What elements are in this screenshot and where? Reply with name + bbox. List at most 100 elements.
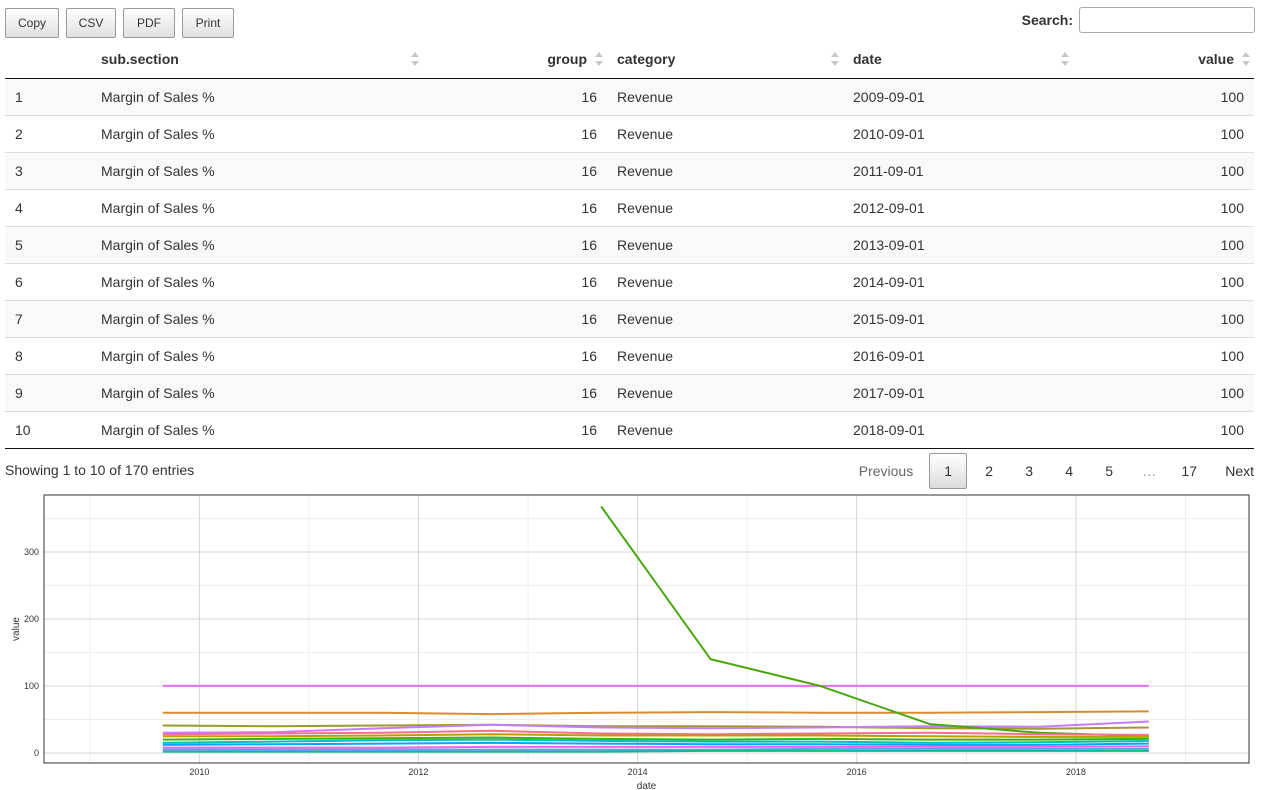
- pdf-button[interactable]: PDF: [123, 8, 175, 38]
- search-input[interactable]: [1079, 7, 1255, 33]
- data-table: sub.section group category date value 1 M…: [5, 41, 1254, 449]
- series-line: [162, 749, 1149, 753]
- cell-category: Revenue: [607, 373, 843, 411]
- cell-date: 2017-09-01: [843, 373, 1073, 411]
- x-tick-label: 2018: [1066, 767, 1086, 777]
- cell-date: 2010-09-01: [843, 114, 1073, 152]
- pagination: Previous 1 2 3 4 5 … 17 Next: [853, 453, 1254, 489]
- cell-date: 2015-09-01: [843, 299, 1073, 337]
- cell-index: 4: [5, 188, 91, 226]
- cell-group: 16: [581, 88, 597, 105]
- cell-group: 16: [423, 151, 607, 189]
- series-line: [162, 747, 1149, 751]
- cell-group: 16: [423, 114, 607, 152]
- cell-sub-section: Margin of Sales %: [91, 299, 423, 337]
- table-row[interactable]: 9 Margin of Sales % 16 Revenue 2017-09-01 100: [5, 373, 1254, 411]
- cell-index: 10: [5, 410, 91, 449]
- chart-svg: 0 100 200 300 2010 2012 2014 2016 2018 date value: [11, 494, 1250, 790]
- cell-value: 100: [1073, 114, 1254, 152]
- column-header-index[interactable]: [5, 41, 91, 79]
- page-button-17[interactable]: 17: [1181, 463, 1197, 479]
- cell-index: 2: [5, 114, 91, 152]
- cell-date: 2011-09-01: [843, 151, 1073, 189]
- cell-sub-section: Margin of Sales %: [91, 151, 423, 189]
- cell-group: 16: [423, 188, 607, 226]
- page-button-1[interactable]: 1: [929, 453, 968, 489]
- cell-sub-section: Margin of Sales %: [101, 88, 215, 105]
- column-header-sub-section[interactable]: sub.section: [91, 41, 423, 79]
- search-label: Search:: [1021, 12, 1073, 28]
- page-button-4[interactable]: 4: [1065, 463, 1074, 479]
- series-line: [162, 720, 1149, 734]
- cell-index: 9: [5, 373, 91, 411]
- cell-sub-section: Margin of Sales %: [91, 114, 423, 152]
- cell-date: 2009-09-01: [853, 88, 925, 105]
- page-button-5[interactable]: 5: [1105, 463, 1114, 479]
- x-tick-label: 2010: [189, 767, 209, 777]
- cell-group: 16: [423, 336, 607, 374]
- column-header-date[interactable]: date: [843, 41, 1073, 79]
- x-tick-label: 2014: [628, 767, 648, 777]
- cell-value: 100: [1073, 336, 1254, 374]
- column-header-label: category: [617, 51, 676, 68]
- series-line: [162, 729, 1149, 736]
- csv-button[interactable]: CSV: [66, 8, 116, 38]
- print-button[interactable]: Print: [182, 8, 234, 38]
- plot-background: [44, 495, 1249, 763]
- pagination-ellipsis: …: [1142, 463, 1157, 479]
- table-row[interactable]: 10 Margin of Sales % 16 Revenue 2018-09-01 10…: [5, 410, 1254, 449]
- column-header-label: value: [1198, 51, 1234, 68]
- table-row[interactable]: 5 Margin of Sales % 16 Revenue 2013-09-01 100: [5, 225, 1254, 263]
- page-button-3[interactable]: 3: [1025, 463, 1034, 479]
- page-button-2[interactable]: 2: [985, 463, 994, 479]
- table-row[interactable]: 7 Margin of Sales % 16 Revenue 2015-09-01 100: [5, 299, 1254, 337]
- export-toolbar: Copy CSV PDF Print: [5, 8, 234, 38]
- y-tick-label: 100: [24, 681, 39, 691]
- table-row[interactable]: 3 Margin of Sales % 16 Revenue 2011-09-01 100: [5, 151, 1254, 189]
- sort-icon: [595, 52, 603, 66]
- x-tick-label: 2012: [408, 767, 428, 777]
- cell-value: 100: [1073, 410, 1254, 449]
- cell-group: 16: [423, 373, 607, 411]
- series-line: [162, 733, 1149, 738]
- cell-group: 16: [423, 410, 607, 449]
- series-line: [162, 736, 1149, 741]
- cell-index: 8: [5, 336, 91, 374]
- y-tick-label: 300: [24, 547, 39, 557]
- cell-category: Revenue: [607, 299, 843, 337]
- sort-icon: [1061, 52, 1069, 66]
- cell-category: Revenue: [607, 188, 843, 226]
- column-header-group[interactable]: group: [423, 41, 607, 79]
- column-header-value[interactable]: value: [1073, 41, 1254, 79]
- cell-index: 6: [5, 262, 91, 300]
- cell-category: Revenue: [607, 336, 843, 374]
- cell-date: 2014-09-01: [843, 262, 1073, 300]
- cell-value: 100: [1073, 262, 1254, 300]
- cell-value: 100: [1220, 88, 1244, 105]
- cell-index: 7: [5, 299, 91, 337]
- cell-date: 2012-09-01: [843, 188, 1073, 226]
- cell-category: Revenue: [607, 114, 843, 152]
- column-header-category[interactable]: category: [607, 41, 843, 79]
- table-row[interactable]: 2 Margin of Sales % 16 Revenue 2010-09-01 100: [5, 114, 1254, 152]
- series-line: [162, 741, 1149, 746]
- cell-index: 1: [15, 88, 23, 105]
- copy-button[interactable]: Copy: [5, 8, 59, 38]
- cell-date: 2018-09-01: [843, 410, 1073, 449]
- series-line: [162, 710, 1149, 716]
- next-page-button[interactable]: Next: [1225, 463, 1254, 479]
- previous-page-button[interactable]: Previous: [858, 463, 914, 479]
- column-header-label: date: [853, 51, 882, 68]
- table-row[interactable]: 4 Margin of Sales % 16 Revenue 2012-09-01 100: [5, 188, 1254, 226]
- table-row[interactable]: 8 Margin of Sales % 16 Revenue 2016-09-01 100: [5, 336, 1254, 374]
- plot-border: [43, 494, 1250, 764]
- cell-group: 16: [423, 299, 607, 337]
- cell-category: Revenue: [607, 225, 843, 263]
- table-row[interactable]: 6 Margin of Sales % 16 Revenue 2014-09-01 100: [5, 262, 1254, 300]
- table-row[interactable]: 1 Margin of Sales % 16 Revenue 2009-09-01 100: [5, 78, 1254, 115]
- line-chart: 0 100 200 300 2010 2012 2014 2016 2018 date value: [0, 494, 1266, 790]
- table-info: Showing 1 to 10 of 170 entries: [5, 462, 195, 478]
- sort-icon: [411, 52, 419, 66]
- cell-value: 100: [1073, 151, 1254, 189]
- cell-sub-section: Margin of Sales %: [91, 188, 423, 226]
